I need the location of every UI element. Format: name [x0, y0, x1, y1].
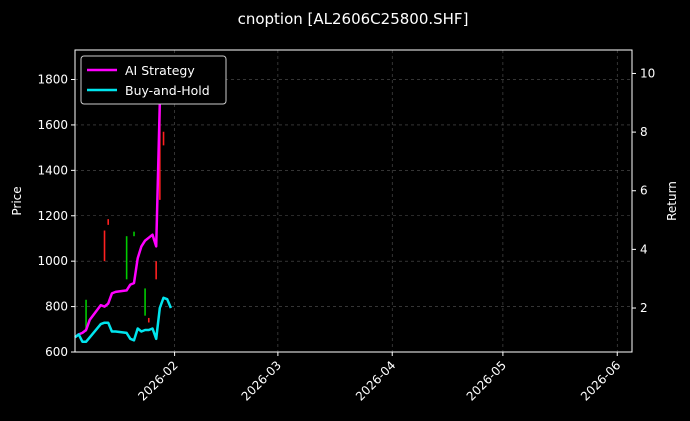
y-axis-title: Price [10, 186, 24, 215]
y2-tick-label: 2 [640, 301, 648, 315]
y-tick-label: 1200 [37, 209, 68, 223]
legend-box [80, 55, 227, 105]
series-line-buy-and-hold [74, 296, 173, 343]
y2-tick-label: 10 [640, 66, 655, 80]
y-tick-label: 1400 [37, 163, 68, 177]
legend-label-buy-and-hold: Buy-and-Hold [125, 83, 210, 98]
chart-title: cnoption [AL2606C25800.SHF] [238, 10, 469, 28]
legend: AI Strategy Buy-and-Hold [80, 55, 227, 105]
y2-axis-title: Return [665, 181, 679, 221]
legend-label-ai-strategy: AI Strategy [125, 63, 195, 78]
y2-tick-label: 6 [640, 184, 648, 198]
y-tick-label: 1600 [37, 118, 68, 132]
series-line-ai-strategy [74, 66, 172, 339]
y-tick-label: 1800 [37, 73, 68, 87]
y-tick-label: 600 [45, 345, 68, 359]
y2-tick-label: 4 [640, 242, 648, 256]
y2-tick-label: 8 [640, 125, 648, 139]
y-tick-label: 1000 [37, 254, 68, 268]
y-tick-label: 800 [45, 300, 68, 314]
plot-frame [74, 49, 633, 353]
series-lines [74, 66, 173, 343]
